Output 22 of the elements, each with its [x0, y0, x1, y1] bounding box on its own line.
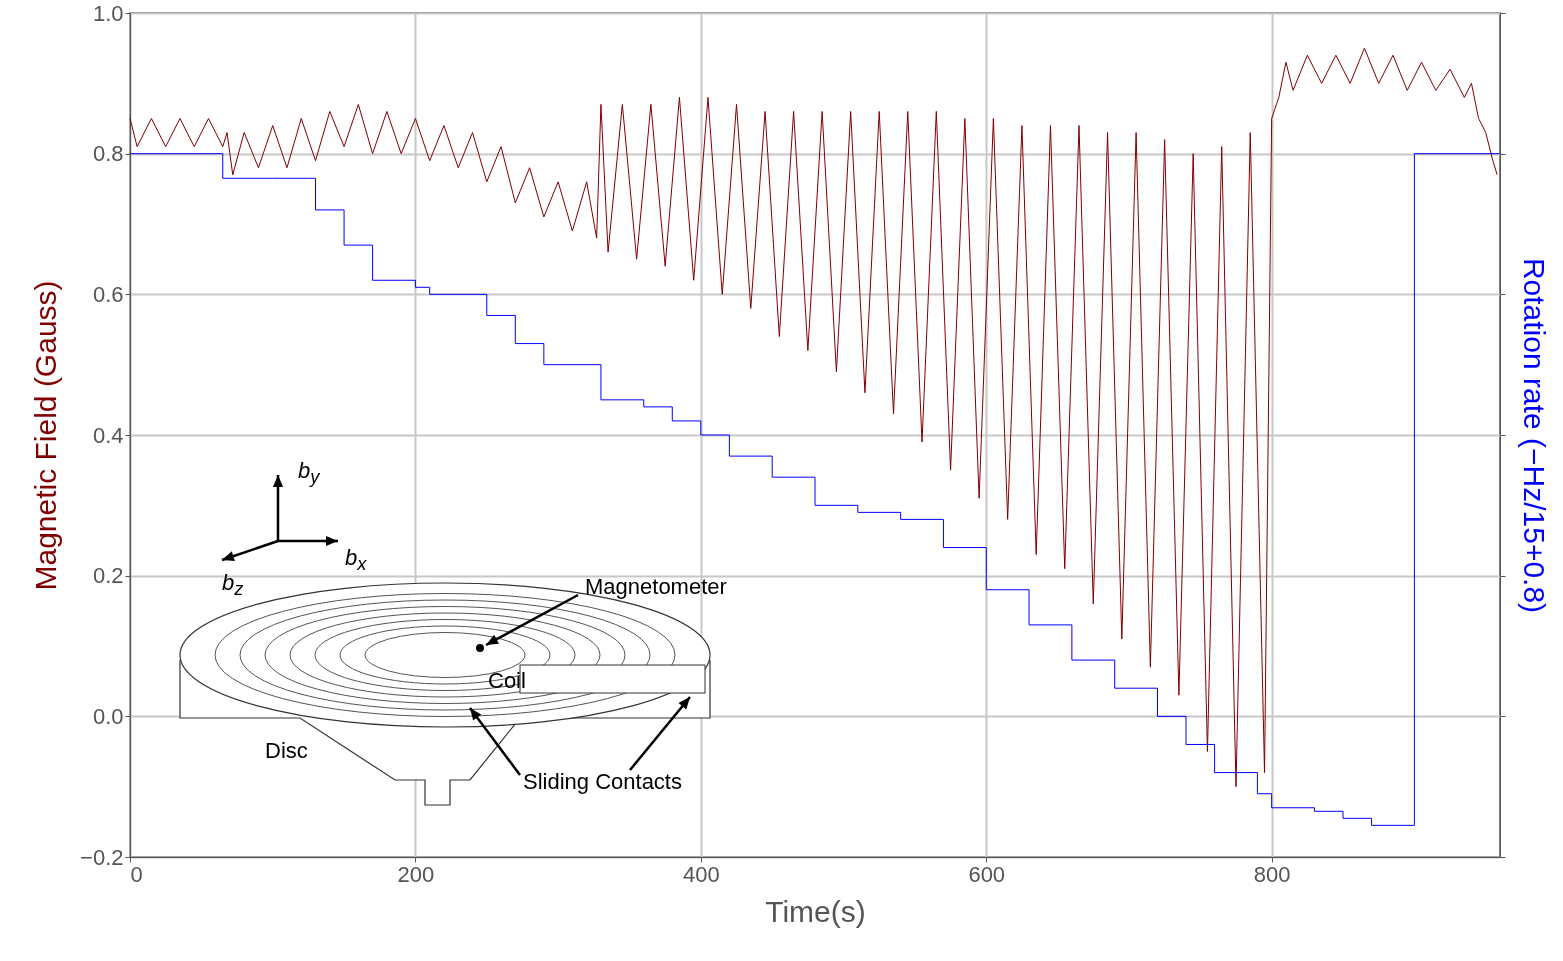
x-tick-label: 200: [397, 861, 435, 887]
annotation: Sliding Contacts: [523, 769, 682, 795]
annotation: b$_{y}$: [298, 458, 320, 489]
x-tick-label: 600: [968, 861, 1006, 887]
y-axis-title: Magnetic Field (Gauss): [29, 280, 63, 591]
annotation: Magnetometer: [585, 574, 727, 600]
annotation: b$_{z}$: [222, 570, 244, 601]
y-tick-label: 0.6: [92, 281, 124, 307]
y-tick-label: 0.8: [92, 141, 124, 167]
y-tick-label: 1.0: [92, 0, 124, 26]
x-tick-label: 800: [1253, 861, 1291, 887]
y-tick-label: 0.0: [92, 703, 124, 729]
y2-axis-title: Rotation rate (−Hz/15+0.8): [1518, 257, 1551, 614]
x-axis-title: Time(s): [765, 894, 866, 928]
y-tick-label: 0.4: [92, 422, 124, 448]
annotation: Coil: [488, 668, 526, 694]
x-tick-label: 400: [682, 861, 720, 887]
y-tick-label: 0.2: [92, 563, 124, 589]
x-tick-label: 0: [130, 861, 143, 887]
y-tick-label: −0.2: [80, 844, 124, 870]
annotation: Disc: [265, 738, 308, 764]
annotation: b$_{x}$: [345, 545, 367, 576]
